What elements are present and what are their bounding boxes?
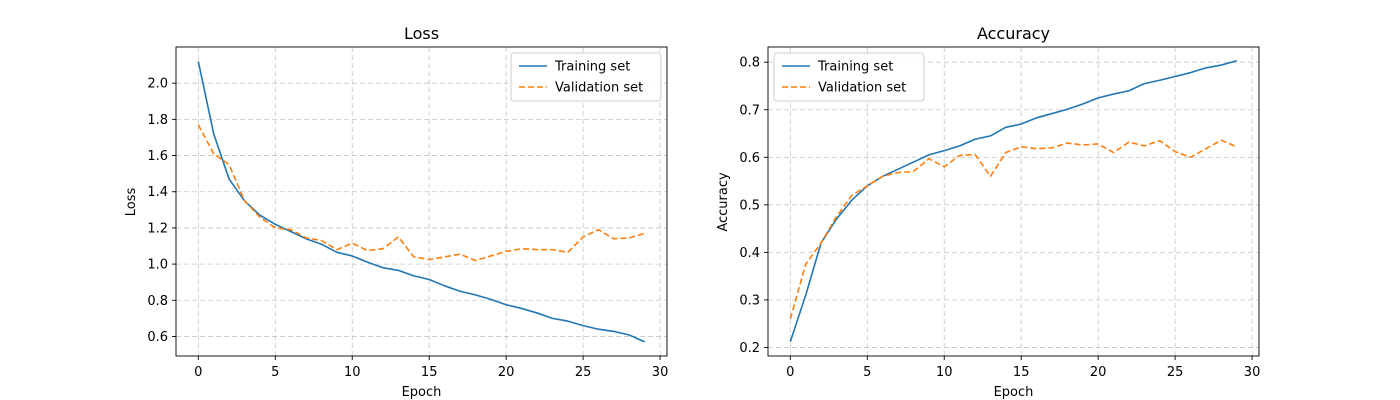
accuracy-chart: Accuracy Epoch Accuracy 0 5 10 15 20 25 30 0.2 0… (716, 24, 1260, 400)
loss-x-tick-label: 0 (194, 365, 202, 380)
loss-legend-label: Training set (554, 60, 630, 75)
accuracy-x-tick-label: 30 (1244, 365, 1261, 380)
accuracy-legend-label: Training set (817, 60, 893, 75)
accuracy-y-tick-label: 0.7 (739, 103, 760, 118)
loss-x-tick-label: 30 (652, 365, 669, 380)
loss-legend (510, 52, 662, 102)
loss-chart: Loss Epoch Loss 0 5 10 15 20 25 30 0.6 0.8 1.0 1.2… (124, 24, 668, 400)
loss-chart-title: Loss (404, 24, 439, 43)
loss-y-tick-label: 1.6 (147, 149, 168, 164)
loss-x-tick-label: 15 (421, 365, 438, 380)
accuracy-y-tick-label: 0.3 (739, 293, 760, 308)
loss-y-tick-label: 0.6 (147, 330, 168, 345)
accuracy-x-tick-label: 25 (1167, 365, 1184, 380)
loss-series-training-line (197, 61, 646, 343)
loss-x-tick-label: 5 (271, 365, 279, 380)
accuracy-y-tick-label: 0.4 (739, 246, 760, 261)
accuracy-x-tick-label: 15 (1013, 365, 1030, 380)
accuracy-y-tick-label: 0.2 (739, 341, 760, 356)
loss-legend-label: Validation set (555, 81, 643, 96)
accuracy-y-tick-label: 0.6 (739, 151, 760, 166)
accuracy-plot-frame (767, 46, 1260, 357)
loss-y-tick-label: 1.4 (147, 185, 168, 200)
accuracy-x-tick-label: 5 (863, 365, 871, 380)
accuracy-legend (773, 52, 925, 102)
loss-x-tick-label: 20 (498, 365, 515, 380)
accuracy-x-tick-label: 20 (1090, 365, 1107, 380)
accuracy-y-axis-label: Accuracy (716, 172, 731, 232)
loss-plot-frame (175, 46, 668, 357)
loss-x-tick-label: 10 (344, 365, 361, 380)
loss-x-axis-label: Epoch (402, 385, 442, 400)
loss-series-validation-line (197, 124, 645, 262)
accuracy-x-axis-label: Epoch (994, 385, 1034, 400)
loss-y-axis-label: Loss (124, 188, 139, 217)
loss-y-tick-label: 1.2 (147, 221, 168, 236)
accuracy-chart-title: Accuracy (977, 24, 1050, 43)
accuracy-y-tick-label: 0.8 (739, 56, 760, 71)
accuracy-series-validation-line (789, 139, 1237, 320)
accuracy-legend-label: Validation set (818, 81, 906, 96)
loss-y-tick-label: 2.0 (147, 77, 168, 92)
loss-y-tick-label: 1.8 (147, 113, 168, 128)
accuracy-x-tick-label: 10 (936, 365, 953, 380)
loss-y-tick-label: 0.8 (147, 294, 168, 309)
loss-x-tick-label: 25 (575, 365, 592, 380)
accuracy-y-tick-label: 0.5 (739, 198, 760, 213)
loss-y-tick-label: 1.0 (147, 258, 168, 273)
accuracy-x-tick-label: 0 (786, 365, 794, 380)
